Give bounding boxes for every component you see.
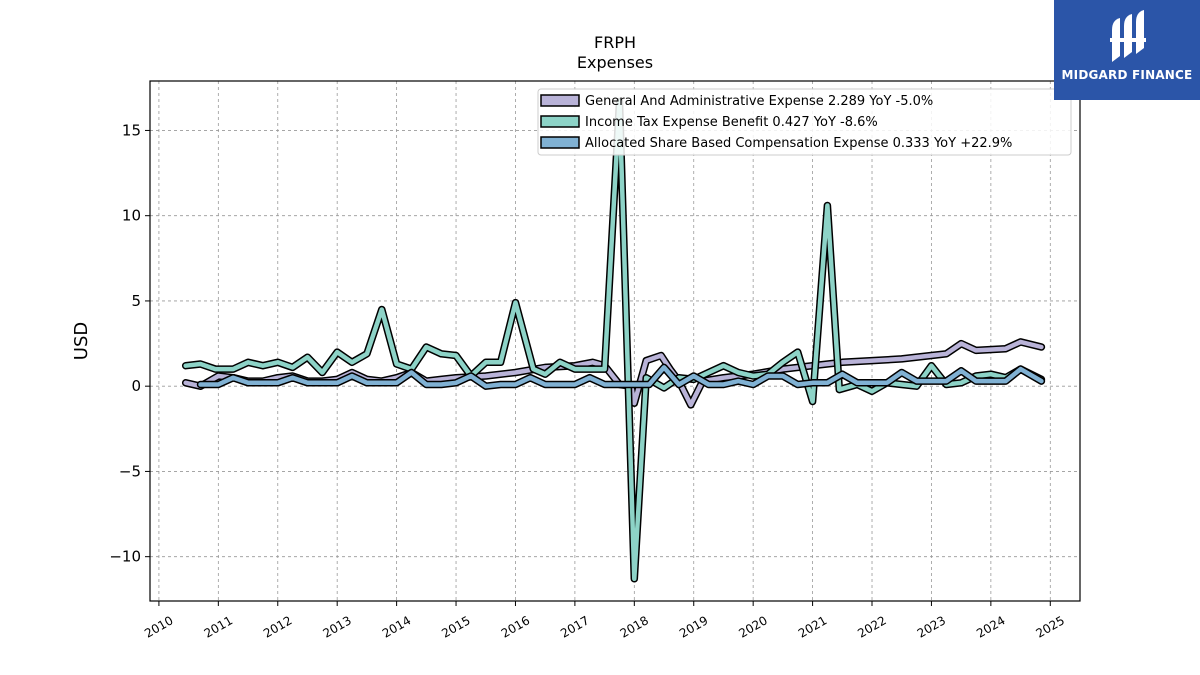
x-tick-label: 2019 <box>677 613 710 640</box>
legend-swatch <box>540 115 580 128</box>
x-tick-label: 2011 <box>202 613 235 640</box>
series-line <box>198 365 1044 389</box>
chart-title: FRPH <box>594 33 636 52</box>
series-layer <box>181 97 1046 583</box>
x-tick-label: 2018 <box>618 613 651 640</box>
x-tick-label: 2025 <box>1034 613 1067 640</box>
y-tick-label: 10 <box>122 207 141 225</box>
x-tick-label: 2022 <box>855 613 888 640</box>
legend: General And Administrative Expense 2.289… <box>537 88 1072 156</box>
x-tick-label: 2021 <box>796 613 829 640</box>
x-tick-label: 2015 <box>439 613 472 640</box>
logo-text: MIDGARD FINANCE <box>1061 68 1193 82</box>
grid <box>150 81 1080 601</box>
legend-swatch <box>540 94 580 107</box>
series-line <box>183 99 1044 582</box>
brand-logo: MIDGARD FINANCE <box>1054 0 1200 100</box>
x-tick-label: 2013 <box>320 613 353 640</box>
x-tick-label: 2024 <box>974 613 1007 640</box>
legend-label: General And Administrative Expense 2.289… <box>585 94 933 109</box>
logo-mark-icon <box>1110 10 1146 62</box>
x-axis: 2010 2011 2012 2013 2014 2015 2016 2017 2018 2019… <box>142 601 1067 641</box>
legend-swatch <box>540 136 580 149</box>
x-tick-label: 2014 <box>380 613 413 640</box>
x-tick-label: 2012 <box>261 613 294 640</box>
y-tick-label: −5 <box>119 462 141 480</box>
chart-subtitle: Expenses <box>577 53 653 72</box>
y-tick-label: 15 <box>122 121 141 139</box>
y-axis-label: USD <box>71 322 92 360</box>
y-tick-label: 0 <box>131 377 141 395</box>
y-tick-label: 5 <box>131 292 141 310</box>
x-tick-label: 2017 <box>558 613 591 640</box>
y-tick-label: −10 <box>109 548 141 566</box>
series-line <box>183 339 1044 408</box>
x-tick-label: 2010 <box>142 613 175 640</box>
plot-frame <box>149 80 1081 602</box>
x-tick-label: 2023 <box>915 613 948 640</box>
x-tick-label: 2016 <box>499 613 532 640</box>
legend-box <box>537 88 1072 156</box>
x-tick-label: 2020 <box>736 613 769 640</box>
legend-label: Allocated Share Based Compensation Expen… <box>585 136 1012 151</box>
legend-label: Income Tax Expense Benefit 0.427 YoY -8.… <box>585 115 878 130</box>
y-axis: −10 −5 0 5 10 15 <box>109 121 150 566</box>
